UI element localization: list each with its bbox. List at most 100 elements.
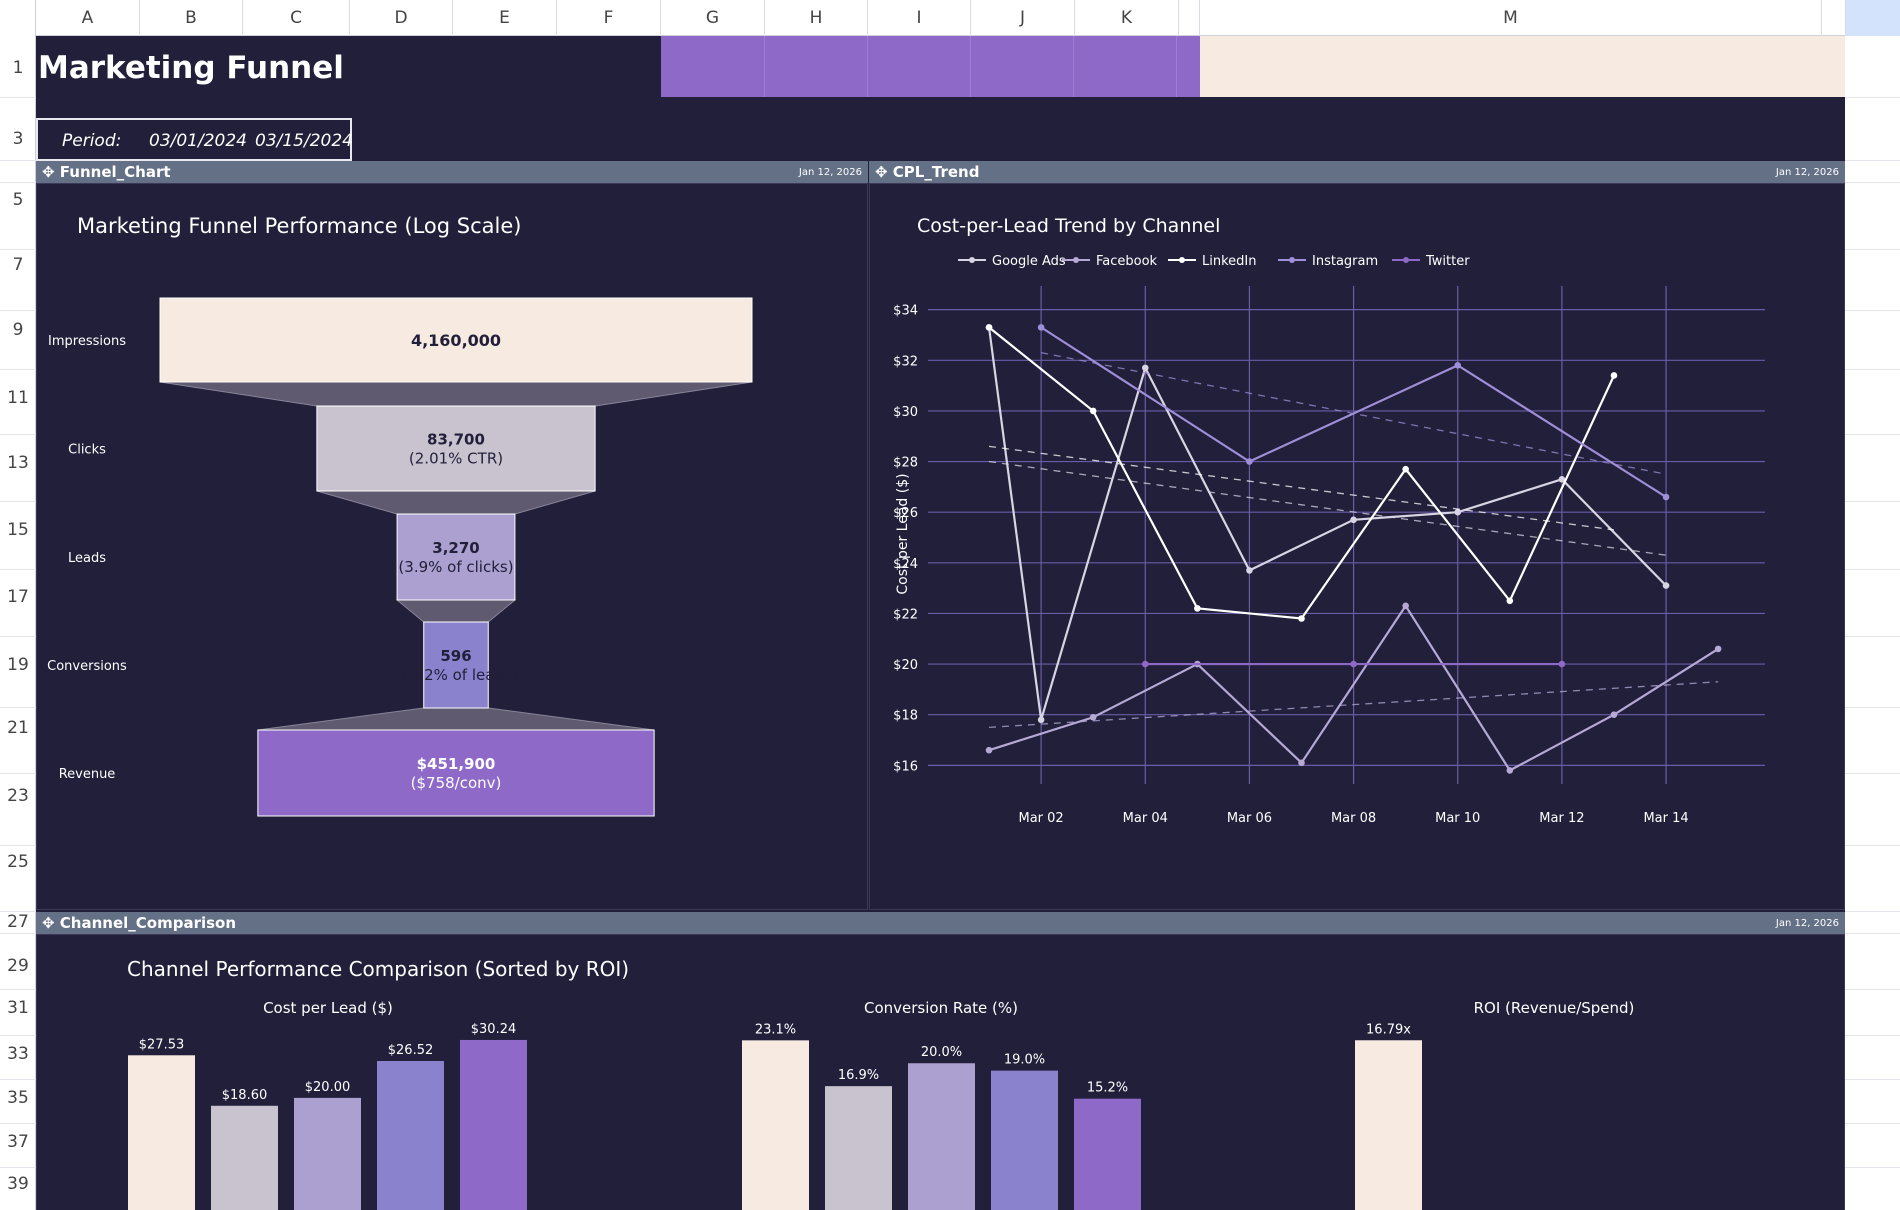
row-number-label: 23 xyxy=(7,786,29,806)
select-all-corner[interactable] xyxy=(0,0,36,36)
x-tick-label: Mar 14 xyxy=(1643,811,1688,826)
row-header-cell[interactable] xyxy=(0,311,36,370)
channel-panel-header[interactable]: ✥ Channel_Comparison Jan 12, 2026 xyxy=(36,912,1845,934)
row-header-cell[interactable] xyxy=(0,36,36,98)
period-start[interactable]: 03/01/2024 xyxy=(149,131,247,151)
series-point xyxy=(1089,713,1097,721)
channel-panel-date: Jan 12, 2026 xyxy=(1775,917,1839,929)
row-header-cell[interactable] xyxy=(0,435,36,502)
period-end[interactable]: 03/15/2024 xyxy=(255,131,353,151)
series-point xyxy=(1037,324,1045,331)
empty-cells-strip xyxy=(1845,36,1900,1210)
period-box[interactable]: Period: 03/01/2024 03/15/2024 xyxy=(36,118,353,161)
column-header-cell[interactable]: C xyxy=(243,0,350,36)
column-header-cell[interactable]: H xyxy=(765,0,868,36)
y-axis-label: Cost per Lead ($) xyxy=(895,473,911,594)
legend-label: Facebook xyxy=(1096,254,1158,269)
funnel-stage-value: 3,270 xyxy=(432,539,479,557)
row-number-label: 3 xyxy=(12,129,24,149)
row-number-label: 29 xyxy=(7,956,29,976)
series-point xyxy=(1662,493,1670,501)
column-header-cell[interactable]: M xyxy=(1200,0,1822,36)
row-header-cell[interactable] xyxy=(0,183,36,250)
series-point xyxy=(1246,458,1253,465)
column-header-cell[interactable]: J xyxy=(971,0,1075,36)
row-header-cell[interactable] xyxy=(0,846,36,912)
move-icon: ✥ xyxy=(42,163,60,181)
y-tick-label: $16 xyxy=(893,759,918,774)
row-header-cell[interactable] xyxy=(0,250,36,311)
legend-marker xyxy=(1403,257,1409,263)
cpl-panel-header[interactable]: ✥ CPL_Trend Jan 12, 2026 xyxy=(869,161,1845,183)
column-header-cell[interactable]: I xyxy=(868,0,971,36)
move-icon: ✥ xyxy=(875,163,893,181)
row-number-label: 5 xyxy=(12,190,24,210)
legend-marker xyxy=(1179,257,1185,263)
bar-value-label: $18.60 xyxy=(222,1088,268,1103)
bar-value-label: $26.52 xyxy=(388,1043,434,1058)
row-header-cell[interactable] xyxy=(0,774,36,846)
series-point xyxy=(1141,660,1149,668)
column-header-cell[interactable]: F xyxy=(557,0,661,36)
row-number-label: 21 xyxy=(7,718,29,738)
series-point xyxy=(1454,508,1462,516)
row-header-cell[interactable] xyxy=(0,161,36,183)
row-header: 1 3 5 7 9 11 13 15 17 19 21 23 25 27 29 31 33 35 37 39 xyxy=(0,36,36,1210)
trend-line xyxy=(988,445,1615,531)
series-point xyxy=(1506,597,1514,605)
row-header-cell[interactable] xyxy=(0,934,36,990)
row-header-cell[interactable] xyxy=(0,912,36,934)
column-header-cell[interactable]: E xyxy=(453,0,557,36)
row-header-cell[interactable] xyxy=(0,370,36,435)
subplot-title: ROI (Revenue/Spend) xyxy=(1474,999,1635,1017)
column-header-cell[interactable]: G xyxy=(661,0,765,36)
funnel-stage-value: $451,900 xyxy=(417,755,496,773)
legend-marker xyxy=(969,257,975,263)
funnel-stage-detail: (2.01% CTR) xyxy=(409,450,503,468)
column-header-cell[interactable]: B xyxy=(140,0,243,36)
series-line xyxy=(988,603,1719,772)
y-tick-label: $22 xyxy=(893,607,918,622)
column-header-cell[interactable] xyxy=(1179,0,1200,36)
bar-value-label: 20.0% xyxy=(921,1045,962,1060)
row-header-cell[interactable] xyxy=(0,570,36,637)
column-header-cell[interactable] xyxy=(1822,0,1846,36)
funnel-connector xyxy=(159,381,753,407)
series-point xyxy=(1714,645,1722,653)
x-tick-label: Mar 10 xyxy=(1435,811,1480,826)
funnel-panel-name: Funnel_Chart xyxy=(59,163,171,181)
cpl-panel: Cost-per-Lead Trend by Channel $16 $18 $20… xyxy=(869,183,1845,910)
page-title: Marketing Funnel xyxy=(38,50,344,86)
row-header-cell[interactable] xyxy=(0,98,36,161)
row-header-cell[interactable] xyxy=(0,990,36,1036)
channel-panel: Channel Performance Comparison (Sorted b… xyxy=(36,934,1845,1210)
funnel-panel-header[interactable]: ✥ Funnel_Chart Jan 12, 2026 xyxy=(36,161,868,183)
column-header-cell[interactable]: D xyxy=(350,0,453,36)
x-tick-label: Mar 02 xyxy=(1019,811,1064,826)
row-header-cell[interactable] xyxy=(0,708,36,774)
comparison-bar xyxy=(211,1105,278,1210)
selected-column-highlight[interactable] xyxy=(1846,0,1900,36)
row-header-cell[interactable] xyxy=(0,637,36,708)
cpl-panel-name: CPL_Trend xyxy=(892,163,980,181)
y-tick-label: $20 xyxy=(893,658,918,673)
series-point xyxy=(1350,516,1357,524)
row-header-cell[interactable] xyxy=(0,1080,36,1124)
series-point xyxy=(1037,716,1045,724)
comparison-bar xyxy=(377,1060,444,1210)
funnel-connector xyxy=(257,707,655,731)
funnel-stage-label: Leads xyxy=(68,551,106,566)
row-number-label: 39 xyxy=(7,1174,29,1194)
series-point xyxy=(1662,582,1670,589)
row-header-cell[interactable] xyxy=(0,502,36,570)
funnel-stage-detail: (3.9% of clicks) xyxy=(398,558,513,576)
series-point xyxy=(1558,660,1566,668)
row-header-cell[interactable] xyxy=(0,1036,36,1080)
column-header-cell[interactable]: K xyxy=(1075,0,1179,36)
row-header-cell[interactable] xyxy=(0,1124,36,1168)
comparison-bar xyxy=(128,1055,195,1210)
funnel-stage-value: 83,700 xyxy=(427,431,485,449)
column-header-cell[interactable]: A xyxy=(36,0,140,36)
trend-line xyxy=(988,460,1667,556)
